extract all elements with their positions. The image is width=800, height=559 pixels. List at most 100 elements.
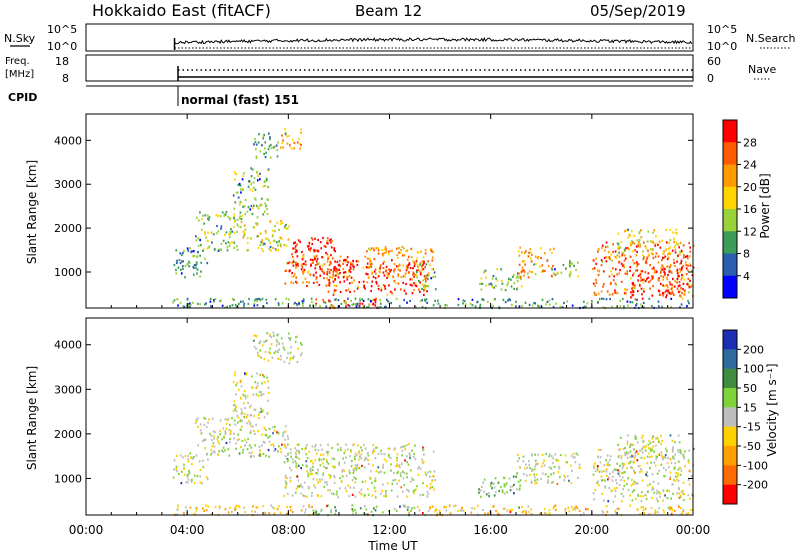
data-cell [217,230,220,233]
data-cell [503,507,506,510]
data-cell [428,263,431,267]
data-cell [345,289,348,292]
data-cell [679,495,682,498]
cpid-panel: CPID normal (fast) 151 [8,85,693,107]
data-cell [500,288,503,291]
data-cell [352,513,354,516]
data-cell [425,280,427,283]
data-cell [401,454,403,457]
data-cell [666,284,668,287]
data-cell [563,479,566,482]
data-cell [568,479,570,482]
data-cell [315,302,317,305]
data-cell [463,300,466,303]
data-cell [462,302,464,305]
data-cell [355,468,358,471]
data-cell [312,274,315,277]
data-cell [681,292,683,295]
data-cell [388,301,391,304]
data-cell [375,247,378,250]
data-cell [378,269,381,272]
data-cell [554,273,557,276]
data-cell [604,249,606,252]
data-cell [606,464,609,467]
data-cell [433,488,436,491]
data-cell [602,285,604,288]
data-cell [308,241,311,244]
data-cell [637,274,640,278]
data-cell [668,247,671,250]
data-cell [326,240,329,243]
data-cell [361,302,364,305]
data-cell [605,468,608,471]
data-cell [369,249,372,252]
data-cell [665,248,668,251]
data-cell [393,472,395,475]
data-cell [502,298,505,301]
data-cell [674,264,676,267]
data-cell [207,218,210,221]
data-cell [422,448,425,451]
data-cell [634,434,637,437]
data-cell [296,449,298,452]
data-cell [213,300,215,303]
data-cell [618,272,620,275]
data-cell [385,460,388,463]
data-cell [677,479,680,482]
data-cell [660,451,663,454]
data-cell [286,492,289,495]
data-cell [195,262,198,265]
data-cell [367,306,370,309]
data-cell [671,450,674,453]
data-cell [269,435,271,438]
data-cell [613,487,616,490]
data-cell [382,254,384,257]
data-cell [518,305,521,308]
data-cell [534,459,537,462]
data-cell [585,305,587,308]
data-cell [343,280,346,283]
data-cell [326,237,329,240]
data-cell [473,507,476,510]
data-cell [261,373,264,377]
data-cell [273,351,276,354]
data-cell [578,467,581,470]
data-cell [287,337,290,340]
data-cell [350,263,352,266]
data-cell [347,303,349,307]
data-cell [403,247,405,250]
data-cell [230,228,232,231]
data-cell [423,261,425,264]
data-cell [250,175,253,178]
data-cell [594,293,596,296]
data-cell [296,466,298,469]
data-cell [507,281,510,284]
data-cell [321,264,324,267]
data-cell [481,298,484,301]
data-cell [556,482,559,486]
data-cell [278,240,280,243]
data-cell [247,185,250,188]
data-cell [252,204,255,207]
data-cell [172,476,175,479]
data-cell [202,507,204,510]
data-cell [644,494,647,497]
data-cell [367,298,370,301]
data-cell [662,275,665,278]
data-cell [674,453,676,456]
data-cell [429,507,431,510]
data-cell [334,267,336,271]
data-cell [296,255,299,258]
data-cell [669,263,672,267]
data-cell [414,444,416,447]
data-cell [386,293,389,296]
data-cell [639,513,641,516]
data-cell [359,455,362,458]
data-cell [622,488,624,491]
data-cell [269,347,271,350]
data-cell [598,470,601,473]
data-cell [264,155,267,159]
data-cell [389,290,392,293]
data-cell [528,270,531,273]
data-cell [690,285,693,288]
